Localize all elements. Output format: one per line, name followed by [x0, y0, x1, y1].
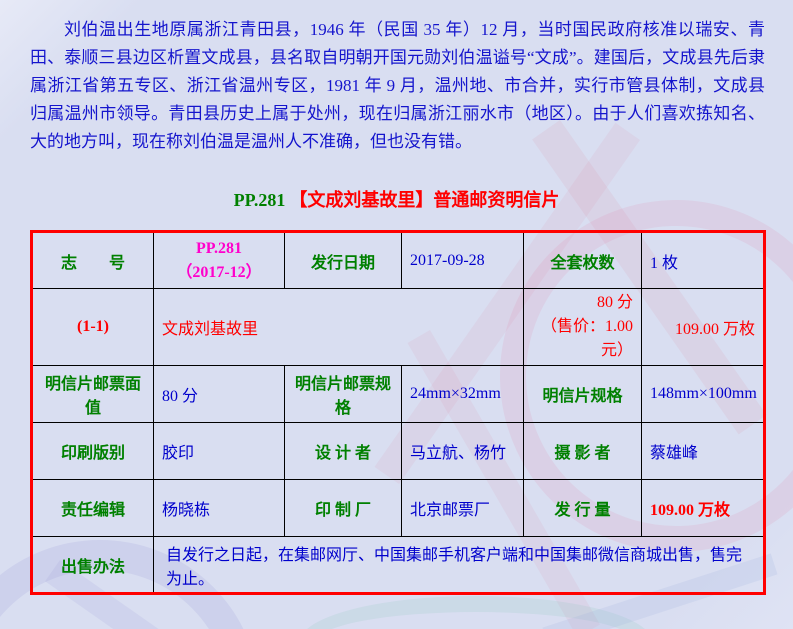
issue-name: 【文成刘基故里】普通邮资明信片: [289, 190, 560, 210]
label-stamp-face-value: 明信片邮票面值: [31, 365, 154, 423]
value-catalog-no: PP.281 （2017-12）: [153, 231, 285, 289]
label-postcard-size: 明信片规格: [523, 365, 642, 423]
issue-spec-table: 志 号 PP.281 （2017-12） 发行日期 2017-09-28 全套枚…: [30, 230, 766, 595]
label-issue-date: 发行日期: [284, 231, 402, 289]
face-value: 80 分: [596, 294, 633, 311]
table-row: 责任编辑 杨晓栋 印 制 厂 北京邮票厂 发 行 量 109.00 万枚: [31, 479, 765, 537]
value-editor: 杨晓栋: [153, 479, 285, 537]
catalog-number: PP.281: [233, 190, 286, 210]
value-stamp-face-value: 80 分: [153, 365, 285, 423]
table-row: 志 号 PP.281 （2017-12） 发行日期 2017-09-28 全套枚…: [31, 231, 765, 289]
item-price: 80 分 （售价：1.00 元）: [523, 288, 642, 366]
value-circulation: 109.00 万枚: [641, 479, 765, 537]
table-row: 明信片邮票面值 80 分 明信片邮票规格 24mm×32mm 明信片规格 148…: [31, 365, 765, 423]
value-sale-method: 自发行之日起，在集邮网厅、中国集邮手机客户端和中国集邮微信商城出售，售完为止。: [153, 536, 765, 594]
value-designer: 马立航、杨竹: [401, 422, 524, 480]
value-printing-type: 胶印: [153, 422, 285, 480]
item-quantity: 109.00 万枚: [641, 288, 765, 366]
label-designer: 设 计 者: [284, 422, 402, 480]
label-photographer: 摄 影 者: [523, 422, 642, 480]
label-printer: 印 制 厂: [284, 479, 402, 537]
section-title: PP.281 【文成刘基故里】普通邮资明信片: [0, 186, 793, 212]
catalog-no-line2: （2017-12）: [176, 263, 262, 281]
watermark-ring-teal: [300, 596, 652, 629]
label-stamp-size: 明信片邮票规格: [284, 365, 402, 423]
label-circulation: 发 行 量: [523, 479, 642, 537]
label-editor: 责任编辑: [31, 479, 154, 537]
value-issue-date: 2017-09-28: [401, 231, 524, 289]
label-catalog-no: 志 号: [31, 231, 154, 289]
label-set-count: 全套枚数: [523, 231, 642, 289]
item-index: (1-1): [31, 288, 154, 366]
label-printing-type: 印刷版别: [31, 422, 154, 480]
table-row: 印刷版别 胶印 设 计 者 马立航、杨竹 摄 影 者 蔡雄峰: [31, 422, 765, 480]
catalog-no-line1: PP.281: [195, 239, 243, 257]
label-sale-method: 出售办法: [31, 536, 154, 594]
value-printer: 北京邮票厂: [401, 479, 524, 537]
value-stamp-size: 24mm×32mm: [401, 365, 524, 423]
item-name: 文成刘基故里: [153, 288, 524, 366]
value-photographer: 蔡雄峰: [641, 422, 765, 480]
value-postcard-size: 148mm×100mm: [641, 365, 765, 423]
sale-price: （售价：1.00 元）: [540, 318, 633, 359]
value-set-count: 1 枚: [641, 231, 765, 289]
intro-paragraph: 刘伯温出生地原属浙江青田县，1946 年（民国 35 年）12 月，当时国民政府…: [30, 20, 765, 151]
table-row: (1-1) 文成刘基故里 80 分 （售价：1.00 元） 109.00 万枚: [31, 288, 765, 366]
table-row: 出售办法 自发行之日起，在集邮网厅、中国集邮手机客户端和中国集邮微信商城出售，售…: [31, 536, 765, 594]
